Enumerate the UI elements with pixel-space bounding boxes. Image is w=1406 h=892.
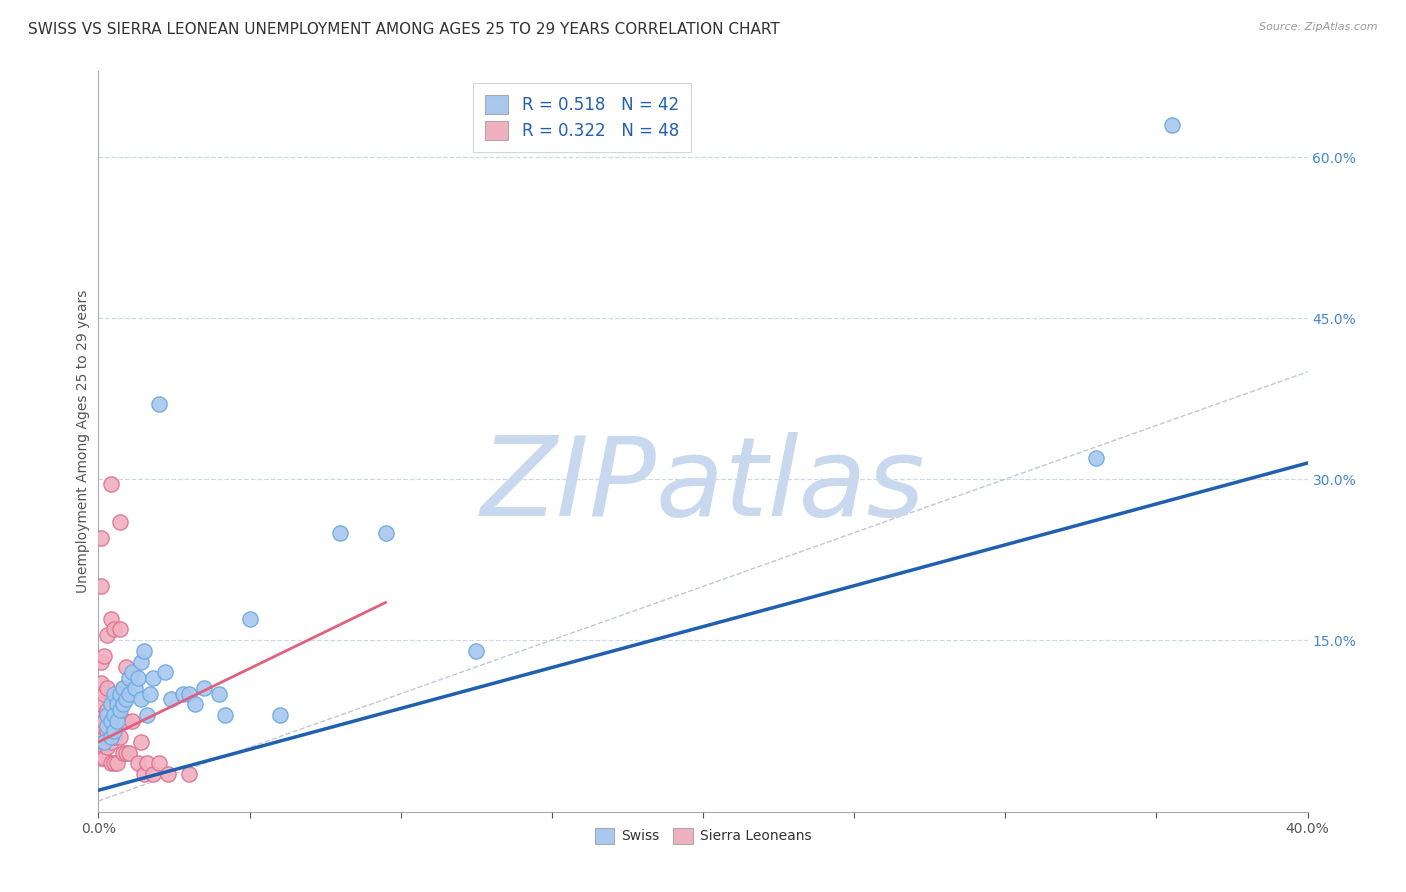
Point: [90, 730, 112, 744]
Legend: Swiss, Sierra Leoneans: Swiss, Sierra Leoneans: [589, 822, 817, 849]
Point: [193, 681, 215, 696]
Point: [108, 730, 131, 744]
Point: [90, 676, 112, 690]
Point: [100, 714, 122, 728]
Point: [100, 611, 122, 625]
Point: [108, 687, 131, 701]
Text: SWISS VS SIERRA LEONEAN UNEMPLOYMENT AMONG AGES 25 TO 29 YEARS CORRELATION CHART: SWISS VS SIERRA LEONEAN UNEMPLOYMENT AMO…: [28, 22, 780, 37]
Point: [160, 692, 183, 706]
Point: [132, 767, 155, 781]
Point: [100, 477, 122, 491]
Point: [118, 687, 141, 701]
Point: [139, 687, 162, 701]
Point: [100, 714, 122, 728]
Point: [96, 681, 118, 696]
Point: [127, 671, 149, 685]
Point: [100, 756, 122, 771]
Point: [96, 719, 118, 733]
Point: [103, 687, 125, 701]
Point: [114, 714, 136, 728]
Point: [374, 525, 396, 540]
Point: [111, 714, 134, 728]
Point: [93, 751, 115, 765]
Point: [142, 767, 165, 781]
Text: ZIPatlas: ZIPatlas: [481, 433, 925, 540]
Point: [179, 687, 201, 701]
Point: [100, 698, 122, 712]
Point: [156, 767, 179, 781]
Point: [114, 692, 136, 706]
Text: Source: ZipAtlas.com: Source: ZipAtlas.com: [1260, 22, 1378, 32]
Point: [114, 746, 136, 760]
Point: [148, 756, 170, 771]
Point: [114, 660, 136, 674]
Point: [93, 687, 115, 701]
Point: [239, 611, 262, 625]
Point: [93, 735, 115, 749]
Point: [90, 751, 112, 765]
Point: [111, 698, 134, 712]
Point: [96, 708, 118, 723]
Point: [90, 719, 112, 733]
Point: [100, 730, 122, 744]
Point: [93, 714, 115, 728]
Point: [208, 687, 231, 701]
Point: [214, 708, 236, 723]
Point: [103, 724, 125, 739]
Point: [103, 708, 125, 723]
Point: [90, 531, 112, 545]
Point: [148, 397, 170, 411]
Point: [184, 698, 207, 712]
Point: [103, 756, 125, 771]
Point: [129, 692, 152, 706]
Point: [142, 671, 165, 685]
Point: [90, 708, 112, 723]
Point: [1085, 450, 1108, 465]
Point: [100, 735, 122, 749]
Point: [121, 665, 143, 680]
Point: [269, 708, 291, 723]
Point: [111, 746, 134, 760]
Point: [108, 623, 131, 637]
Point: [132, 644, 155, 658]
Point: [329, 525, 352, 540]
Point: [129, 655, 152, 669]
Point: [93, 735, 115, 749]
Point: [105, 698, 128, 712]
Point: [96, 703, 118, 717]
Point: [96, 740, 118, 755]
Point: [105, 756, 128, 771]
Point: [96, 628, 118, 642]
Point: [129, 735, 152, 749]
Point: [124, 681, 146, 696]
Point: [465, 644, 488, 658]
Point: [135, 756, 157, 771]
Point: [96, 724, 118, 739]
Point: [103, 698, 125, 712]
Point: [108, 515, 131, 529]
Point: [90, 698, 112, 712]
Point: [153, 665, 176, 680]
Point: [90, 655, 112, 669]
Point: [103, 623, 125, 637]
Y-axis label: Unemployment Among Ages 25 to 29 years: Unemployment Among Ages 25 to 29 years: [76, 290, 90, 593]
Point: [127, 756, 149, 771]
Point: [108, 703, 131, 717]
Point: [1160, 118, 1182, 132]
Point: [135, 708, 157, 723]
Point: [118, 671, 141, 685]
Point: [111, 681, 134, 696]
Point: [111, 681, 134, 696]
Point: [121, 714, 143, 728]
Point: [118, 746, 141, 760]
Point: [90, 579, 112, 593]
Point: [172, 687, 194, 701]
Point: [179, 767, 201, 781]
Point: [103, 730, 125, 744]
Point: [105, 714, 128, 728]
Point: [93, 649, 115, 664]
